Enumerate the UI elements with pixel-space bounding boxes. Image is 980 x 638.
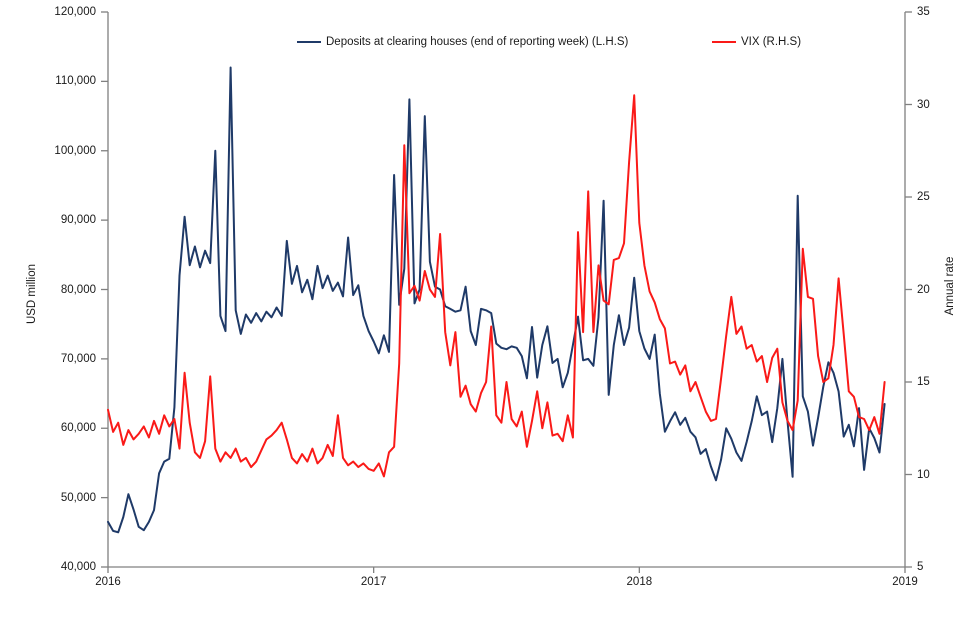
y-left-tick-label: 100,000 bbox=[54, 144, 96, 157]
y-right-tick-label: 25 bbox=[917, 191, 930, 203]
y-right-tick-label: 20 bbox=[917, 283, 930, 296]
legend-label-deposits: Deposits at clearing houses (end of repo… bbox=[326, 36, 629, 48]
x-axis-tick-label: 2017 bbox=[360, 576, 387, 588]
y-left-tick-label: 110,000 bbox=[55, 75, 96, 88]
legend: Deposits at clearing houses (end of repo… bbox=[0, 36, 980, 52]
x-axis-tick-label: 2019 bbox=[892, 576, 918, 588]
x-axis-tick-label: 2018 bbox=[626, 576, 653, 588]
y-left-tick-label: 40,000 bbox=[60, 561, 96, 573]
legend-item-deposits: Deposits at clearing houses (end of repo… bbox=[297, 36, 628, 48]
y-right-tick-label: 10 bbox=[917, 468, 930, 481]
deposits-line-swatch bbox=[297, 40, 321, 44]
y-left-tick-label: 120,000 bbox=[54, 6, 96, 18]
deposits-line-series bbox=[107, 66, 886, 534]
y-left-tick-label: 70,000 bbox=[60, 352, 96, 365]
y-right-tick-label: 30 bbox=[917, 98, 930, 111]
legend-label-vix: VIX (R.H.S) bbox=[741, 36, 802, 48]
vix-line-series bbox=[107, 94, 886, 478]
y-left-tick-label: 90,000 bbox=[60, 214, 96, 227]
x-axis-tick-label: 2016 bbox=[95, 576, 121, 588]
legend-item-vix: VIX (R.H.S) bbox=[712, 36, 801, 48]
y-left-tick-label: 60,000 bbox=[60, 422, 96, 435]
vix-line-swatch bbox=[712, 40, 736, 44]
y-right-tick-label: 5 bbox=[917, 561, 924, 573]
y-left-tick-label: 80,000 bbox=[60, 283, 96, 296]
y-left-tick-label: 50,000 bbox=[60, 491, 96, 504]
y-right-tick-label: 35 bbox=[917, 6, 930, 18]
y-right-tick-label: 15 bbox=[917, 376, 930, 388]
